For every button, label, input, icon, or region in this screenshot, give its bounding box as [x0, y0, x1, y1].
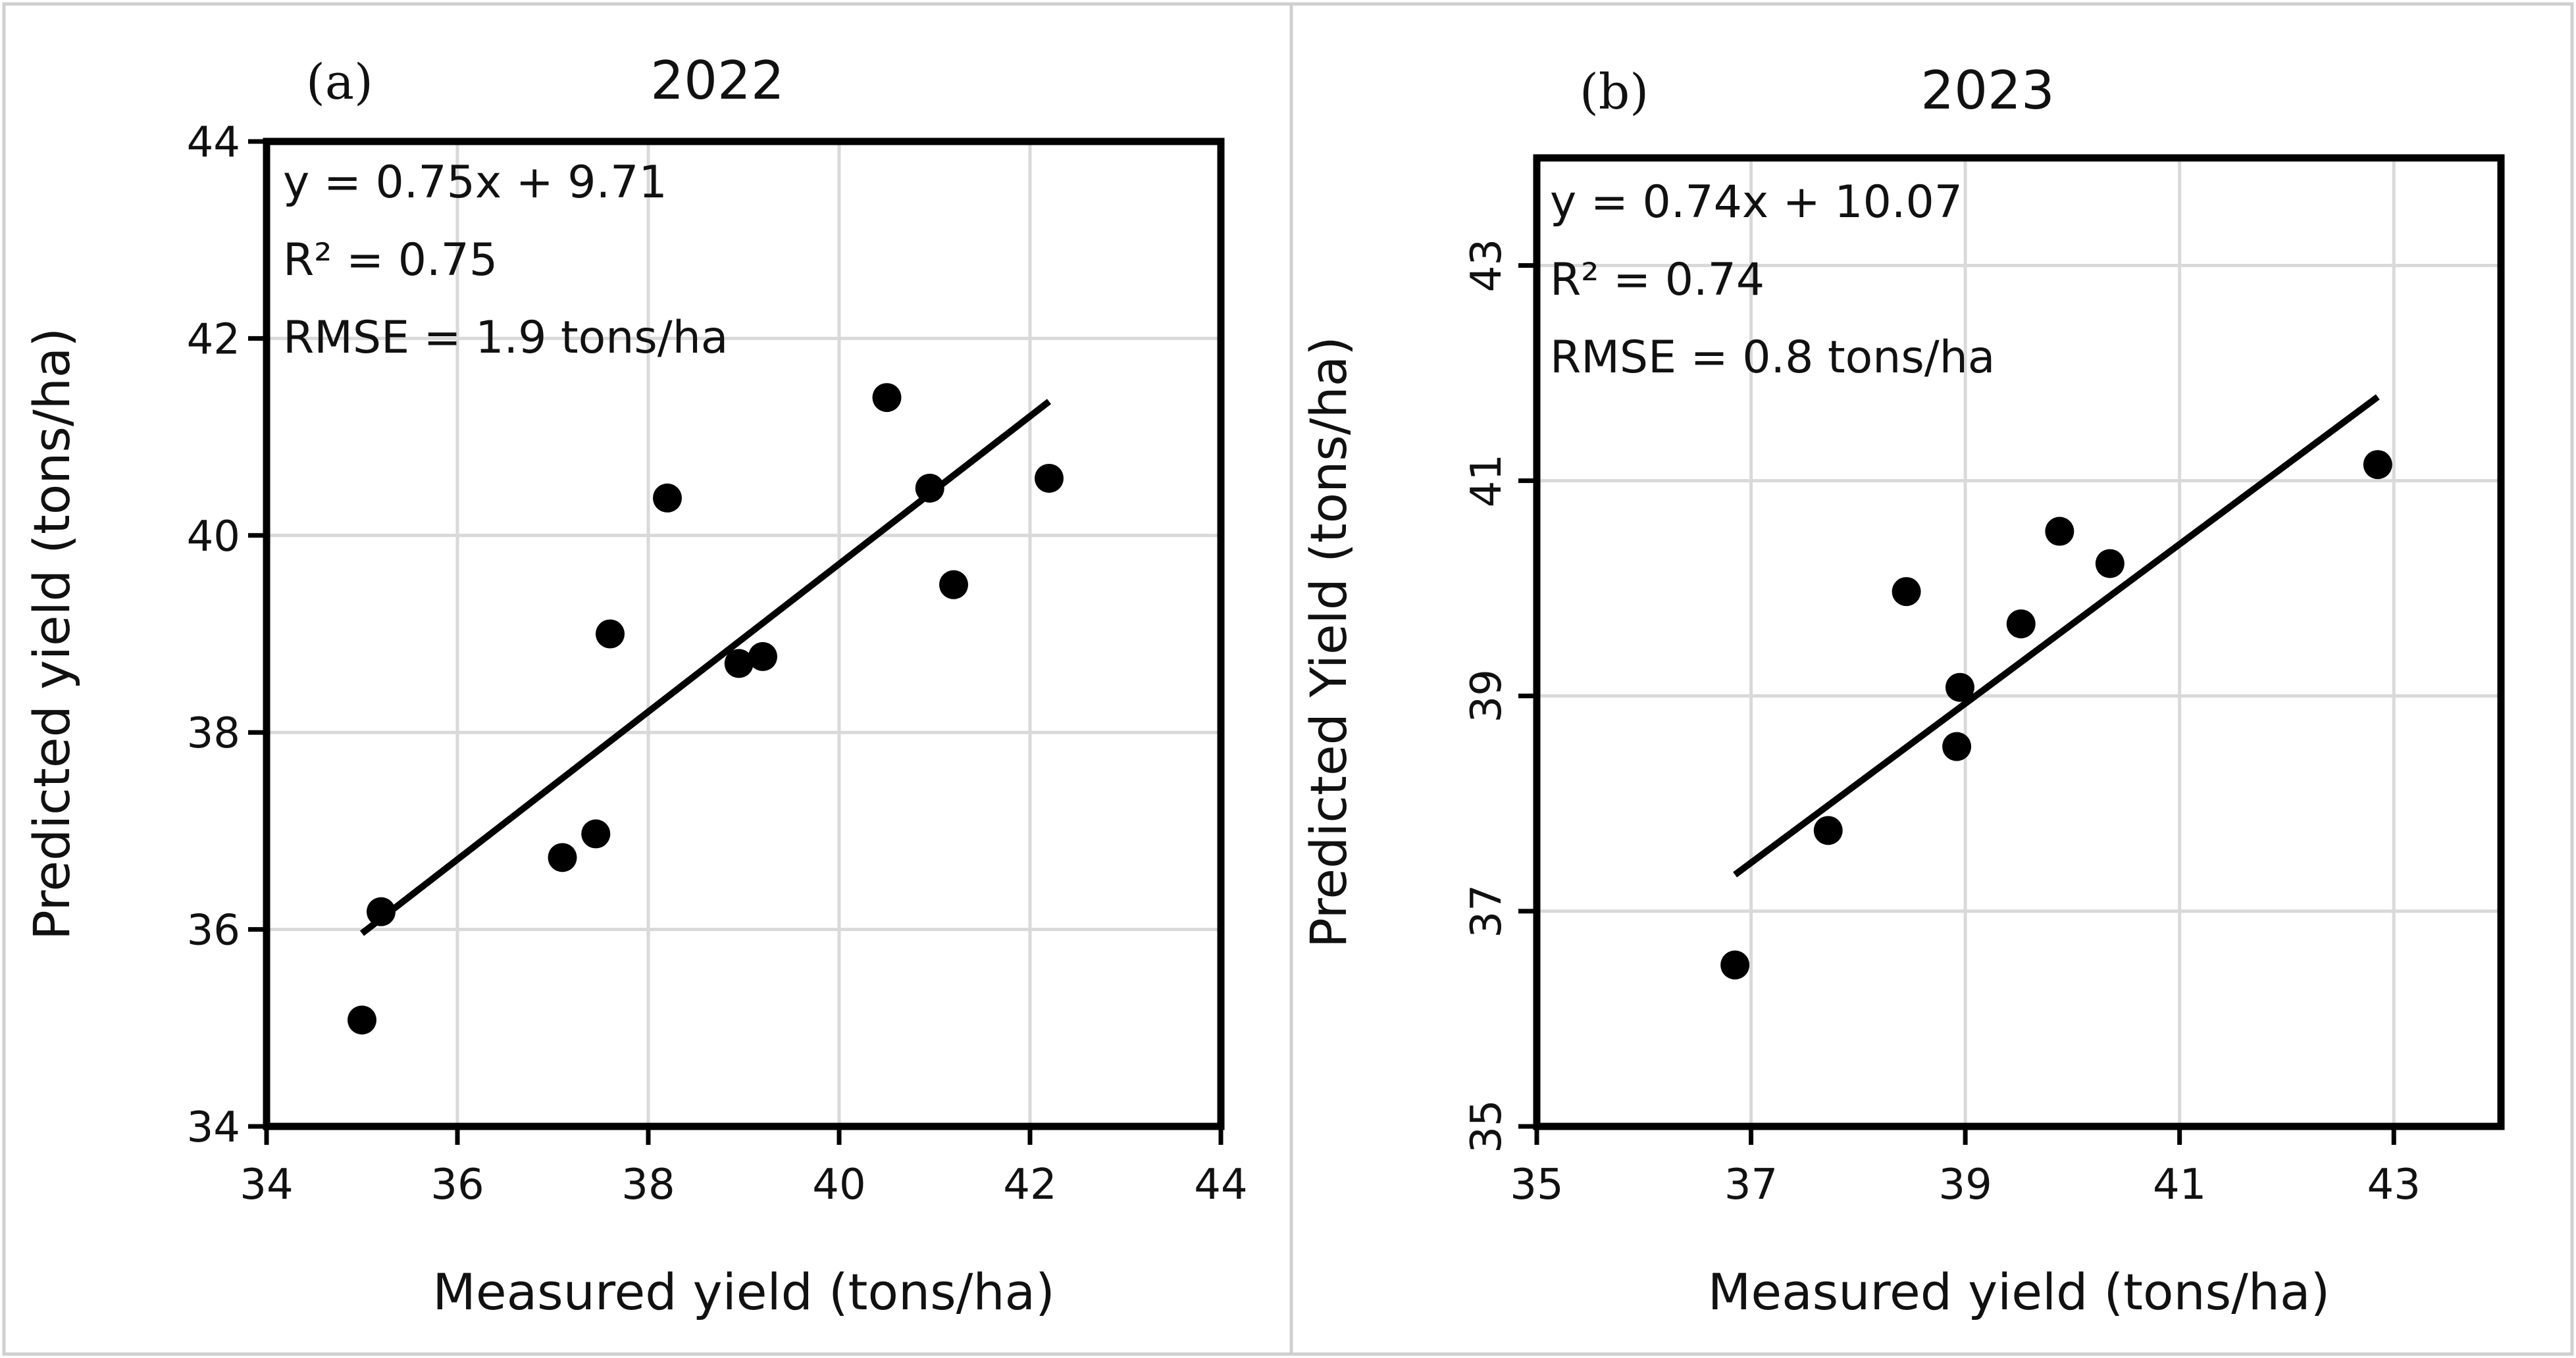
- x-tick-label: 35: [1510, 1161, 1563, 1209]
- y-tick-label: 40: [187, 513, 240, 561]
- data-point: [1035, 463, 1064, 493]
- y-tick-label: 34: [187, 1103, 240, 1152]
- y-tick-label: 44: [187, 118, 240, 167]
- data-point: [1945, 672, 1974, 702]
- chart-title: 2022: [650, 50, 785, 111]
- regression-line: [359, 399, 1052, 936]
- fit-annotation: R² = 0.74: [1550, 254, 1765, 306]
- data-point: [1942, 732, 1972, 761]
- y-tick-label: 37: [1462, 884, 1511, 938]
- y-tick-label: 35: [1462, 1099, 1511, 1153]
- data-point: [1813, 816, 1843, 845]
- x-tick-label: 43: [2367, 1161, 2421, 1209]
- data-point: [2006, 609, 2036, 639]
- x-tick-label: 42: [1003, 1161, 1056, 1209]
- panel-b: 35 37 39 41 43 35 37 39 41 43 y = 0.74x + 10.07 R² …: [1299, 60, 2505, 1321]
- data-point: [1720, 950, 1750, 980]
- data-point: [939, 570, 968, 599]
- data-point: [581, 819, 611, 849]
- y-axis-label: Predicted yield (tons/ha): [22, 328, 81, 940]
- x-axis-label: Measured yield (tons/ha): [1708, 1263, 2330, 1321]
- y-tick-label: 38: [187, 709, 240, 758]
- data-point: [596, 619, 625, 649]
- y-tick-label: 43: [1462, 239, 1511, 292]
- y-tick-label: 42: [187, 315, 240, 364]
- panel-label: (b): [1580, 64, 1649, 120]
- x-tick-label: 34: [240, 1161, 293, 1209]
- x-tick-label: 39: [1938, 1161, 1992, 1209]
- fit-annotation: RMSE = 1.9 tons/ha: [283, 312, 728, 364]
- plot-area-frame: [1533, 154, 2505, 1130]
- fit-annotation: y = 0.74x + 10.07: [1550, 176, 1963, 228]
- x-axis-label: Measured yield (tons/ha): [432, 1263, 1054, 1321]
- x-tick-label: 41: [2153, 1161, 2206, 1209]
- y-tick-label: 41: [1462, 454, 1511, 507]
- panel-a: 34 36 38 40 42 44 34 36 38 40 42 44 y = 0.75x + 9.71…: [22, 50, 1248, 1321]
- x-tick-label: 44: [1194, 1161, 1247, 1209]
- data-point: [348, 1005, 376, 1035]
- data-point: [548, 843, 577, 872]
- x-tick-label: 37: [1724, 1161, 1778, 1209]
- y-axis-label: Predicted Yield (tons/ha): [1299, 336, 1358, 948]
- fit-annotation: y = 0.75x + 9.71: [283, 157, 667, 209]
- y-tick-label: 39: [1462, 669, 1511, 722]
- x-tick-label: 38: [621, 1161, 675, 1209]
- data-point: [2095, 549, 2125, 578]
- data-point: [872, 383, 902, 413]
- fit-annotation: RMSE = 0.8 tons/ha: [1550, 332, 1995, 384]
- data-point: [2363, 450, 2392, 480]
- data-point: [748, 641, 777, 671]
- x-tick-label: 40: [812, 1161, 865, 1209]
- data-point: [724, 649, 754, 678]
- data-point: [2045, 516, 2074, 546]
- data-point: [1892, 577, 1921, 607]
- y-tick-label: 36: [187, 907, 240, 955]
- panel-label: (a): [306, 54, 373, 111]
- data-point: [653, 483, 682, 513]
- plot-area-frame: [263, 138, 1225, 1130]
- data-point: [915, 473, 944, 503]
- regression-line: [1733, 394, 2380, 878]
- chart-title: 2023: [1920, 60, 2055, 121]
- x-tick-label: 36: [430, 1161, 484, 1209]
- data-point: [367, 897, 396, 926]
- fit-annotation: R² = 0.75: [283, 234, 498, 286]
